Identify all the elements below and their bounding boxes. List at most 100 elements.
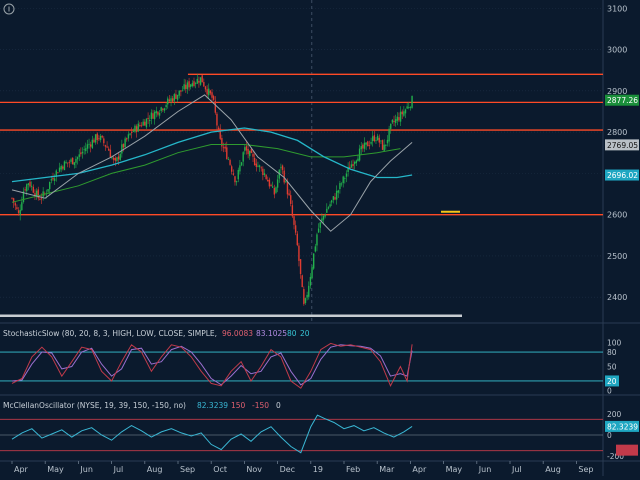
price-badges: 2877.26 2769.05 2696.02 (605, 94, 639, 181)
candle-body (390, 123, 392, 129)
mcclellan-lines (11, 414, 413, 454)
price-tick-label: 2600 (607, 211, 627, 220)
candle-body (80, 152, 82, 155)
candle-body (327, 207, 330, 209)
candle-body (165, 105, 167, 107)
candle-body (109, 149, 112, 158)
time-tick-label: 19 (313, 465, 323, 474)
price-tick-label: 3100 (607, 4, 627, 13)
stochastic-label: StochasticSlow (80, 20, 8, 3, HIGH, LOW,… (3, 329, 233, 338)
time-tick-label: Nov (246, 465, 262, 474)
price-tick-label: 2500 (607, 252, 627, 261)
candle-body (298, 245, 300, 261)
candle-body (176, 94, 179, 100)
candle-body (337, 190, 339, 193)
candle-body (239, 165, 241, 172)
candle-body (126, 138, 128, 140)
candle-body (21, 202, 23, 211)
candle-body (383, 144, 385, 151)
candle-body (91, 139, 94, 149)
candle-body (380, 140, 382, 142)
candle-body (216, 113, 218, 126)
candle-body (76, 157, 79, 160)
candle-body (49, 182, 51, 190)
candle-body (229, 160, 231, 165)
candle-body (408, 107, 410, 108)
time-tick-label: Dec (280, 465, 295, 474)
candle-body (29, 181, 31, 187)
price-tick-label: 2400 (607, 293, 627, 302)
candle-body (308, 285, 310, 297)
candle-body (168, 99, 171, 102)
stochastic-tick-label: 20 (607, 377, 617, 386)
candle-body (96, 133, 98, 140)
info-icon[interactable] (3, 3, 15, 15)
candle-body (11, 197, 13, 199)
candle-body (30, 185, 33, 187)
candle-body (181, 90, 184, 92)
candle-body (340, 183, 343, 185)
candle-body (73, 162, 76, 166)
candle-body (352, 164, 354, 167)
candle-body (363, 142, 366, 149)
candle-body (401, 111, 403, 115)
candle-body (329, 204, 331, 207)
candle-body (60, 165, 62, 170)
candle-body (119, 153, 121, 160)
candle-body (99, 135, 102, 141)
candle-body (32, 186, 35, 193)
candle-body (135, 126, 138, 132)
candle-body (222, 147, 225, 149)
candle-body (163, 108, 166, 111)
candle-body (411, 96, 413, 108)
candle-body (270, 184, 272, 186)
candle-body (112, 157, 115, 160)
mcclellan-label: McClellanOscillator (NYSE, 19, 39, 150, … (3, 401, 186, 410)
candle-body (88, 143, 90, 145)
candle-body (85, 148, 87, 152)
price-grid (0, 0, 604, 476)
candle-body (245, 146, 248, 151)
candle-body (127, 134, 130, 139)
candle-body (153, 111, 156, 120)
candle-body (299, 259, 302, 274)
candle-body (375, 140, 377, 141)
candle-body (255, 163, 257, 167)
candle-body (52, 177, 54, 180)
candle-body (257, 165, 259, 167)
price-moving-averages (11, 94, 413, 232)
candle-body (67, 162, 69, 164)
candle-body (240, 162, 243, 166)
candle-body (194, 83, 197, 85)
candle-body (224, 146, 226, 149)
price-badge-label: 2696.02 (607, 171, 638, 180)
stochastic-d-line (11, 344, 413, 386)
candle-body (108, 148, 110, 151)
mcclellan-tick-label: 0 (607, 431, 612, 440)
candle-body (117, 156, 120, 160)
candle-body (212, 96, 215, 100)
candle-body (345, 173, 348, 177)
mcclellan-header: McClellanOscillator (NYSE, 19, 39, 150, … (3, 401, 281, 410)
candle-body (198, 80, 200, 83)
stochastic-tick-label: 0 (607, 387, 612, 396)
candle-body (70, 159, 72, 162)
candle-body (122, 143, 125, 148)
candle-body (226, 147, 228, 160)
candle-body (271, 186, 274, 188)
stochastic-d-value: 83.1025 (256, 329, 287, 338)
candle-body (273, 188, 276, 195)
candle-body (350, 164, 353, 168)
candle-body (237, 169, 239, 180)
ma-short-line (11, 94, 413, 232)
mcclellan-badge (605, 420, 639, 432)
candle-body (344, 178, 346, 179)
candle-body (232, 173, 235, 175)
time-tick-label: Apr (14, 465, 29, 474)
price-horizontal-lines (0, 73, 603, 318)
candle-body (283, 170, 285, 183)
candle-body (258, 165, 261, 168)
candle-body (188, 81, 190, 88)
